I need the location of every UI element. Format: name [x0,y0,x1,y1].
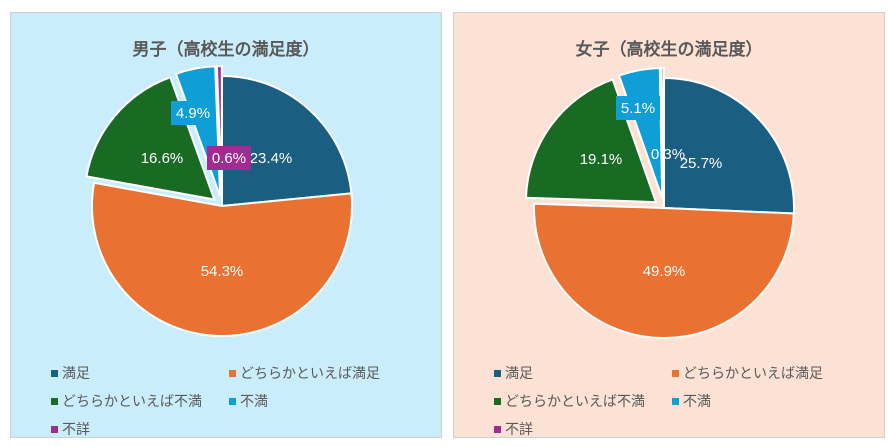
legend-label: 不満 [240,393,268,409]
data-label-somewhat-satisfied: 49.9% [643,263,686,280]
legend-swatch [494,397,501,405]
legend-item-unknown: 不詳 [494,419,533,439]
legend-swatch [229,369,236,377]
boys-chart-panel: 23.4% 54.3% 16.6% 4.9% 0.6% 男子（高校生の満足度） 満足 どち… [10,12,442,438]
data-label-box [171,101,215,125]
data-label-somewhat-dissatisfied: 16.6% [141,150,184,167]
data-label-somewhat-satisfied: 54.3% [201,263,244,280]
legend-item-somewhat-satisfied: どちらかといえば満足 [229,363,380,383]
legend-item-satisfied: 満足 [494,363,533,383]
legend-label: 不満 [683,393,711,409]
legend-label: 不詳 [505,421,533,437]
slice-somewhat-dissatisfied [85,75,216,201]
legend-label: 満足 [505,365,533,381]
legend-swatch [229,397,236,405]
data-label-satisfied: 25.7% [680,155,723,172]
data-label-somewhat-dissatisfied: 19.1% [580,151,623,168]
data-label-dissatisfied: 4.9% [176,105,210,122]
legend-item-somewhat-dissatisfied: どちらかといえば不満 [51,391,202,411]
legend-label: どちらかといえば満足 [683,365,823,381]
data-label-dissatisfied: 5.1% [621,100,655,117]
boys-pie: 23.4% 54.3% 16.6% 4.9% 0.6% [85,65,353,337]
girls-pie: 25.7% 49.9% 19.1% 5.1% 0.3% [524,67,795,339]
legend-item-dissatisfied: 不満 [229,391,268,411]
chart-title: 女子（高校生の満足度） [575,40,763,59]
slice-unknown [660,67,665,199]
legend-label: どちらかといえば不満 [62,393,202,409]
legend-swatch [494,369,501,377]
slice-satisfied [663,76,795,215]
legend-swatch [494,425,501,433]
legend-item-somewhat-dissatisfied: どちらかといえば不満 [494,391,645,411]
slice-somewhat-satisfied [533,202,795,339]
data-label-satisfied: 23.4% [250,150,293,167]
legend-label: どちらかといえば満足 [240,365,380,381]
data-label-unknown: 0.6% [212,150,246,167]
legend-swatch [672,397,679,405]
legend-item-unknown: 不詳 [51,419,90,439]
data-label-unknown: 0.3% [651,146,685,163]
data-label-box [207,146,251,170]
legend-label: 満足 [62,365,90,381]
legend-item-satisfied: 満足 [51,363,90,383]
data-label-box [616,96,660,120]
legend-swatch [51,425,58,433]
legend-swatch [51,397,58,405]
legend-item-somewhat-satisfied: どちらかといえば満足 [672,363,823,383]
chart-title: 男子（高校生の満足度） [132,40,320,59]
slice-somewhat-satisfied [91,181,353,337]
legend-label: 不詳 [62,421,90,437]
legend-swatch [672,369,679,377]
legend-label: どちらかといえば不満 [505,393,645,409]
legend-swatch [51,369,58,377]
legend-item-dissatisfied: 不満 [672,391,711,411]
girls-chart-panel: 25.7% 49.9% 19.1% 5.1% 0.3% 女子（高校生の満足度） 満足 どち… [453,12,885,438]
slice-satisfied [221,74,353,208]
